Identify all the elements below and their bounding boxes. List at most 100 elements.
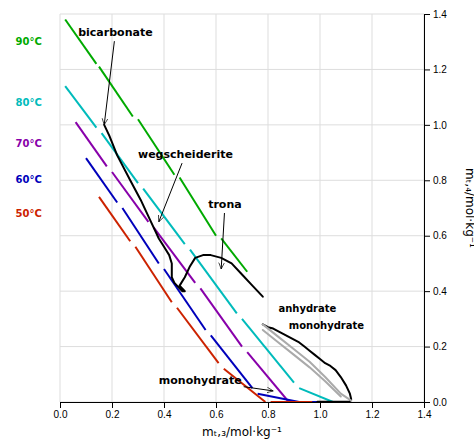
y-tick-label: 0.6: [433, 230, 447, 241]
x-tick: 0.6: [210, 402, 224, 420]
y-tick: 0.8: [424, 175, 447, 186]
y-tick-mark: [424, 236, 430, 237]
annotation: monohydrate: [159, 374, 242, 387]
grid-line-y: [60, 69, 424, 70]
y-tick-label: 1.0: [433, 120, 447, 131]
boundary-line: [263, 324, 351, 401]
x-axis: 0.0 0.2 0.4 0.6 0.8 1.0 1.2 1.4: [54, 402, 432, 420]
isotherm-segment: [271, 401, 313, 402]
annotation-arrow: [104, 41, 114, 125]
x-tick-label: 0.2: [106, 409, 120, 420]
isotherm-segment: [247, 352, 289, 402]
y-tick-label: 1.4: [433, 9, 447, 20]
grid-line-x: [320, 14, 321, 402]
x-axis-line: [61, 403, 425, 409]
grid-line-x: [268, 14, 269, 402]
isotherm-segment: [86, 158, 117, 202]
grid-line-y: [60, 235, 424, 236]
x-tick-mark: [112, 402, 113, 408]
y-tick-mark: [424, 14, 430, 15]
y-tick-mark: [424, 347, 430, 348]
temperature-label: 70°C: [16, 138, 42, 149]
x-tick-label: 0.4: [158, 409, 172, 420]
isotherm-segment: [190, 250, 237, 314]
isotherm-segment: [102, 133, 138, 183]
x-tick: 1.2: [366, 402, 380, 420]
grid-line-y: [60, 14, 424, 15]
annotation-arrow: [244, 387, 274, 391]
x-tick-mark: [320, 402, 321, 408]
x-tick-mark: [372, 402, 373, 408]
y-tick: 0.4: [424, 286, 447, 297]
boundary-line: [263, 330, 341, 397]
y-tick-mark: [424, 180, 430, 181]
y-tick-mark: [424, 125, 430, 126]
x-tick-label: 1.0: [314, 409, 328, 420]
temperature-label: 50°C: [16, 208, 42, 219]
y-tick: 1.4: [424, 9, 447, 20]
y-tick: 0.2: [424, 341, 447, 352]
y-tick-mark: [424, 291, 430, 292]
y-tick: 0.0: [424, 397, 447, 408]
temperature-label: 60°C: [16, 174, 42, 185]
isotherm-segment: [135, 247, 171, 302]
annotation: anhydrate: [278, 303, 336, 314]
boundary-line: [104, 125, 263, 297]
y-axis-line: [425, 15, 431, 403]
x-tick-mark: [268, 402, 269, 408]
isotherm-segment: [200, 288, 242, 346]
y-tick-label: 1.2: [433, 64, 447, 75]
x-tick-label: 1.4: [418, 409, 432, 420]
annotation-arrow: [159, 163, 182, 222]
marks: [65, 20, 351, 402]
x-tick: 0.8: [262, 402, 276, 420]
x-tick-mark: [60, 402, 61, 408]
x-tick: 0.4: [158, 402, 172, 420]
chart: 0.00.20.40.60.81.01.21.40.00.20.40.60.81…: [0, 0, 474, 444]
y-tick-label: 0.2: [433, 341, 447, 352]
grid-line-x: [112, 14, 113, 402]
isotherm-segment: [299, 388, 333, 402]
isotherm-segment: [138, 119, 174, 174]
grid-line-x: [60, 14, 61, 402]
y-tick: 0.6: [424, 230, 447, 241]
x-tick: 1.4: [418, 402, 432, 420]
annotation: wegscheiderite: [138, 148, 233, 161]
grid-line-x: [372, 14, 373, 402]
annotation-arrow: [221, 213, 224, 269]
x-tick-label: 0.8: [262, 409, 276, 420]
grid-line-y: [60, 180, 424, 181]
annotation: monohydrate: [289, 320, 365, 331]
isotherm-segment: [76, 122, 107, 166]
y-tick-label: 0.0: [433, 397, 447, 408]
x-tick-label: 0.0: [54, 409, 68, 420]
x-tick-mark: [216, 402, 217, 408]
y-axis-title: mₜ,₄/mol·kg⁻¹: [463, 168, 474, 248]
y-axis: 0.0 0.2 0.4 0.6 0.8 1.0 1.2 1.4: [424, 9, 447, 408]
x-tick: 0.0: [54, 402, 68, 420]
boundary-line: [263, 324, 351, 400]
y-tick: 1.0: [424, 120, 447, 131]
temperature-label: 80°C: [16, 97, 42, 108]
y-tick-mark: [424, 69, 430, 70]
x-tick: 0.2: [106, 402, 120, 420]
y-tick-mark: [424, 402, 430, 403]
x-axis-title: mₜ,₃/mol·kg⁻¹: [202, 425, 282, 439]
annotation: trona: [208, 198, 242, 211]
isotherm-segment: [154, 227, 196, 282]
temperature-label: 90°C: [16, 36, 42, 47]
x-tick-label: 1.2: [366, 409, 380, 420]
y-tick: 1.2: [424, 64, 447, 75]
grid: [60, 14, 424, 402]
isotherm-segment: [99, 197, 130, 241]
y-tick-label: 0.4: [433, 286, 447, 297]
isotherm-segment: [177, 308, 219, 363]
grid-line-y: [60, 124, 424, 125]
annotation: bicarbonate: [78, 26, 152, 39]
x-tick: 1.0: [314, 402, 328, 420]
x-tick-label: 0.6: [210, 409, 224, 420]
x-tick-mark: [164, 402, 165, 408]
isotherm-segment: [99, 67, 133, 117]
isotherm-segment: [65, 86, 96, 128]
grid-line-y: [60, 291, 424, 292]
